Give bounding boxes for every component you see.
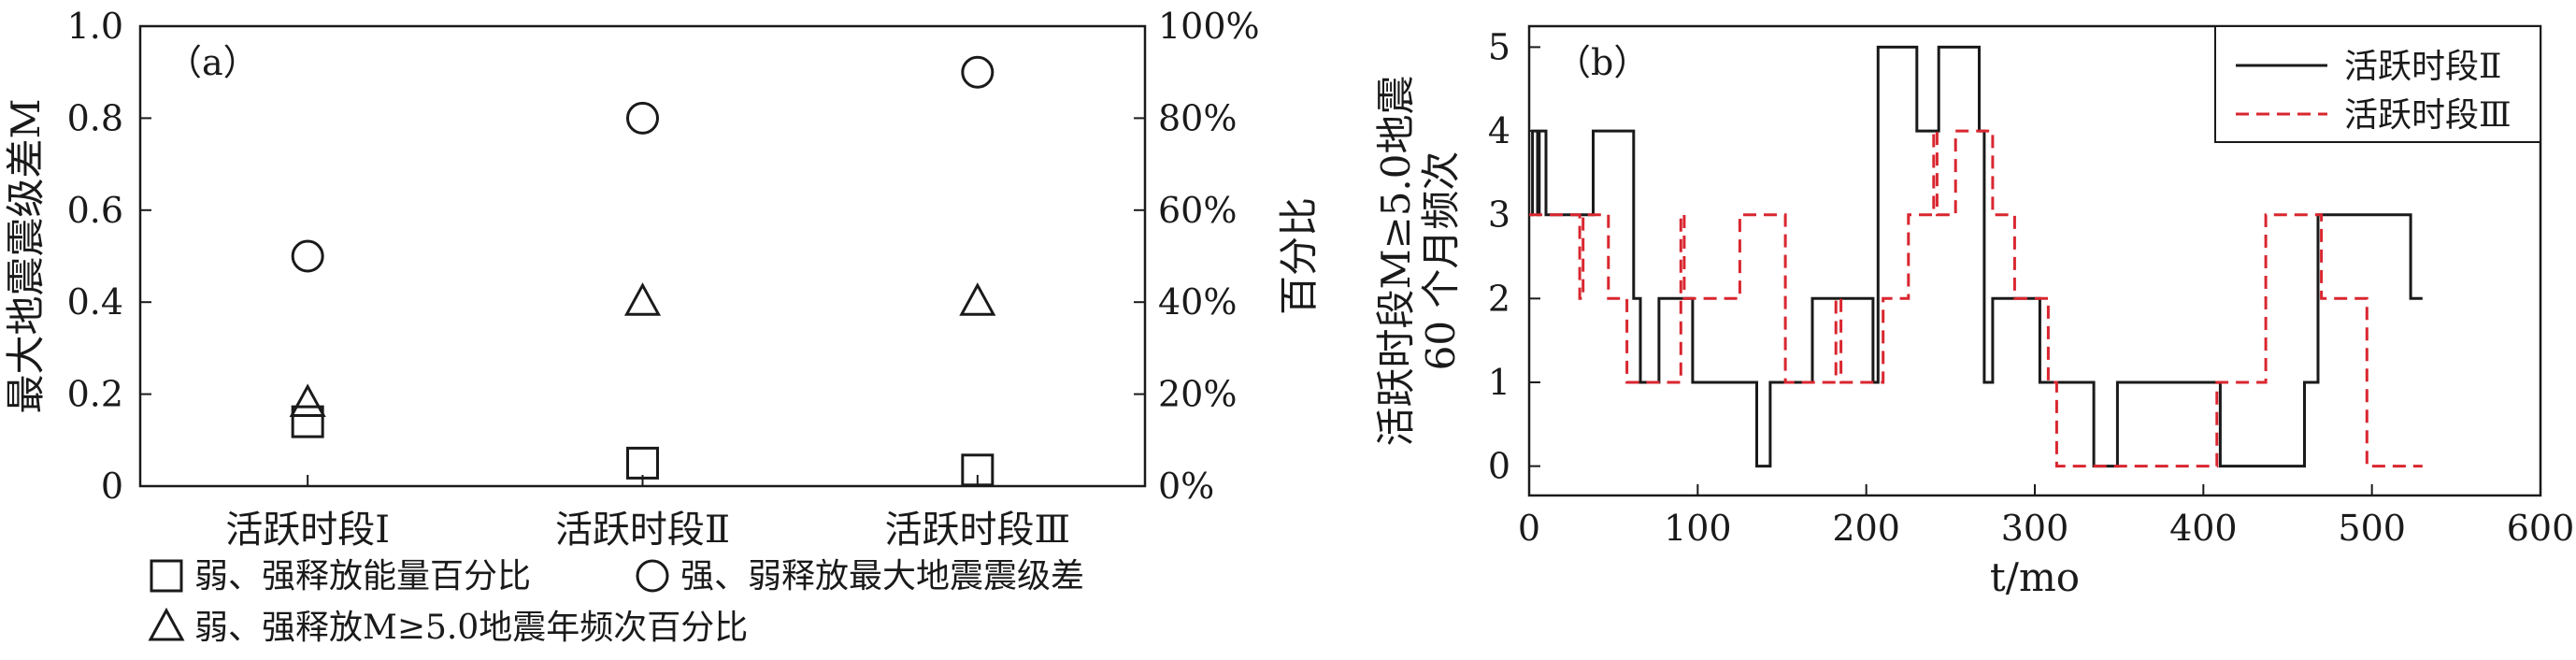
legend-label: 弱、强释放M≥5.0地震年频次百分比 — [194, 609, 748, 647]
panel-a-left-tick-label: 0.8 — [67, 97, 123, 138]
panel-a-point-circle — [961, 55, 995, 89]
panel-a-category-label: 活跃时段Ⅱ — [555, 509, 730, 552]
panel-b-series-line-1 — [1529, 45, 2423, 468]
panel-a-left-tick-label: 0.2 — [67, 374, 123, 415]
panel-b-x-tick-label: 100 — [1664, 508, 1732, 549]
panel-b-y-tick-label: 4 — [1488, 110, 1510, 151]
panel-b-x-tick-label: 200 — [1832, 508, 1900, 549]
panel-a-label: （a） — [166, 42, 259, 83]
panel-b-label: （b） — [1555, 42, 1649, 83]
legend-label: 强、弱释放最大地震震级差 — [680, 557, 1084, 595]
panel-a-right-tick-label: 20% — [1158, 374, 1237, 415]
panel-a-left-tick-label: 0 — [101, 466, 123, 507]
panel-a-point-circle — [291, 239, 324, 273]
legend-label: 弱、强释放能量百分比 — [194, 557, 531, 595]
panel-a-point-square — [626, 446, 659, 480]
panel-b-chart: 0 100 200 300 400 500 600 0 1 2 3 4 5 t/mo 活跃时段M≥5.0地震… — [1373, 24, 2575, 600]
panel-b-y-tick-label: 2 — [1488, 278, 1510, 319]
panel-a-point-triangle — [959, 282, 996, 316]
legend-marker-square — [150, 559, 183, 593]
panel-b-ylabel-line2: 60 个月频次 — [1418, 151, 1464, 371]
panel-b-series-line-2 — [1529, 129, 2423, 468]
panel-b-x-tick-label: 300 — [2001, 508, 2069, 549]
panel-a-ylabel: 最大地震震级差M — [3, 98, 49, 413]
panel-a-left-tick-label: 1.0 — [67, 6, 123, 47]
panel-a-right-tick-label: 60% — [1158, 190, 1237, 231]
panel-b-y-tick-label: 5 — [1488, 26, 1510, 67]
panel-b-legend-box — [2214, 25, 2541, 143]
panel-a-left-tick-label: 0.4 — [67, 281, 123, 323]
legend-marker-circle — [636, 559, 669, 593]
panel-a-chart: 0 0.2 0.4 0.6 0.8 1.0 0% 20% 40% 60% 80% 100% 活跃时段Ⅰ 活… — [3, 6, 1322, 552]
panel-a-point-square — [291, 405, 324, 438]
panel-a-right-tick-label: 0% — [1158, 466, 1214, 507]
panel-a-right-tick-label: 100% — [1158, 6, 1260, 47]
panel-a-left-tick-label: 0.6 — [67, 190, 123, 231]
panel-a-point-triangle — [623, 282, 662, 316]
panel-a-right-tick-label: 80% — [1158, 97, 1237, 138]
legend-marker-triangle — [148, 607, 185, 641]
panel-b-xlabel: t/mo — [1990, 554, 2080, 600]
panel-b-legend-label: 活跃时段Ⅲ — [2344, 96, 2512, 135]
panel-b-x-tick-label: 600 — [2507, 508, 2575, 549]
panel-a-point-circle — [626, 101, 659, 135]
panel-a-point-square — [961, 453, 995, 487]
panel-b-x-tick-label: 0 — [1518, 508, 1540, 549]
panel-a-frame — [138, 24, 1147, 488]
panel-b-ylabel-line1: 活跃时段M≥5.0地震 — [1373, 76, 1419, 447]
panel-a-ylabel-right: 百分比 — [1276, 197, 1322, 315]
panel-b-x-tick-label: 400 — [2169, 508, 2238, 549]
panel-b-legend-label: 活跃时段Ⅱ — [2344, 48, 2501, 86]
panel-b-y-tick-label: 0 — [1488, 446, 1510, 487]
panel-a-category-label: 活跃时段Ⅲ — [885, 509, 1071, 552]
panel-a-category-label: 活跃时段Ⅰ — [225, 509, 390, 552]
panel-a-point-triangle — [289, 383, 326, 417]
panel-b-y-tick-label: 1 — [1488, 362, 1510, 403]
panel-a-right-tick-label: 40% — [1158, 281, 1237, 323]
panel-b-y-tick-label: 3 — [1488, 194, 1510, 236]
panel-b-x-tick-label: 500 — [2338, 508, 2406, 549]
